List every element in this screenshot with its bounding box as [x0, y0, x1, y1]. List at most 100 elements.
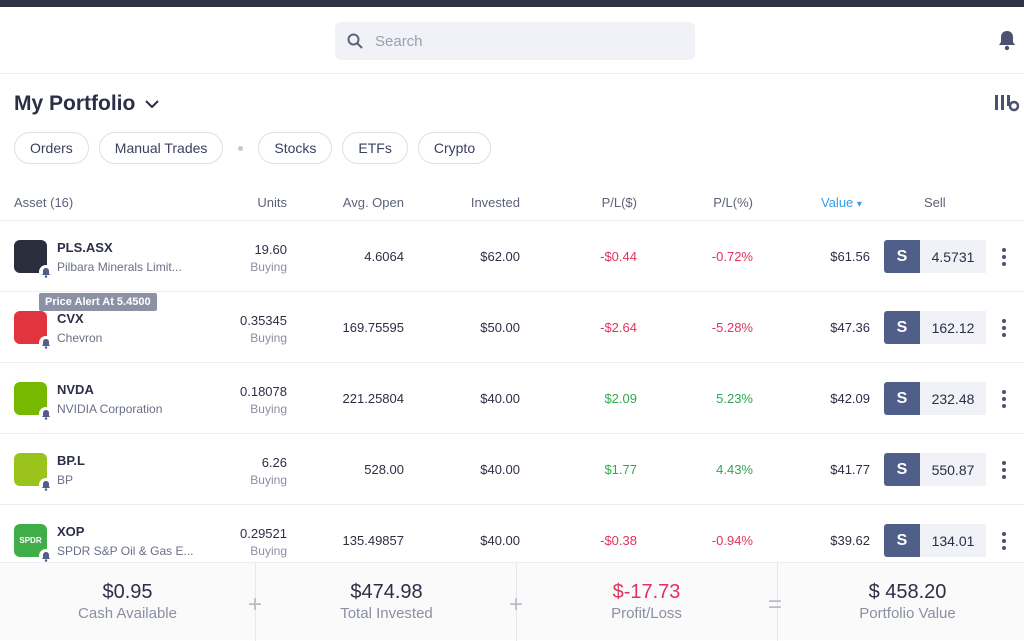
asset-symbol[interactable]: PLS.ASX: [57, 240, 113, 255]
table-row[interactable]: NVDA NVIDIA Corporation 0.18078 Buying 2…: [0, 363, 1024, 434]
col-avg-open[interactable]: Avg. Open: [342, 195, 404, 210]
status: Buying: [250, 402, 287, 416]
table-header: Asset (16) Units Avg. Open Invested P/L(…: [0, 188, 1024, 221]
asset-name: BP: [57, 473, 74, 487]
plus-icon: +: [248, 591, 263, 618]
pl-usd: -$0.38: [600, 533, 637, 548]
column-settings-icon[interactable]: [994, 93, 1020, 113]
pl-usd: $2.09: [604, 391, 637, 406]
value: $41.77: [830, 462, 870, 477]
units: 0.29521: [240, 526, 287, 541]
sell-button[interactable]: S: [884, 311, 920, 344]
asset-name: Chevron: [57, 331, 103, 345]
page-title: My Portfolio: [14, 92, 136, 115]
sell-price[interactable]: 232.48: [920, 382, 986, 415]
units: 6.26: [261, 455, 287, 470]
col-units[interactable]: Units: [257, 195, 287, 210]
more-options-icon[interactable]: [998, 388, 1010, 410]
profit-loss: $-17.73 Profit/Loss: [519, 563, 774, 641]
col-value[interactable]: Value ▾: [821, 195, 862, 210]
invested: $62.00: [480, 249, 520, 264]
portfolio-selector[interactable]: My Portfolio: [14, 92, 160, 116]
asset-symbol[interactable]: XOP: [57, 524, 85, 539]
invested-label: Total Invested: [340, 605, 433, 622]
pl-usd: $1.77: [604, 462, 637, 477]
asset-symbol[interactable]: NVDA: [57, 382, 94, 397]
cash-available: $0.95 Cash Available: [0, 563, 255, 641]
notifications-bell-icon[interactable]: [997, 29, 1017, 51]
asset-symbol[interactable]: BP.L: [57, 453, 85, 468]
sell-price[interactable]: 134.01: [920, 524, 986, 557]
divider: [516, 563, 517, 641]
price-alert-bell-icon[interactable]: [39, 265, 53, 279]
asset-name: Pilbara Minerals Limit...: [57, 260, 182, 274]
sell-button[interactable]: S: [884, 382, 920, 415]
filter-manual-trades[interactable]: Manual Trades: [98, 132, 224, 164]
sell-button[interactable]: S: [884, 524, 920, 557]
separator-dot: [238, 145, 244, 151]
asset-name: NVIDIA Corporation: [57, 402, 163, 416]
col-asset[interactable]: Asset (16): [14, 195, 74, 210]
sell-price[interactable]: 4.5731: [920, 240, 986, 273]
plus-icon: +: [509, 591, 524, 618]
pl-pct: 5.23%: [716, 391, 753, 406]
value: $39.62: [830, 533, 870, 548]
value: $61.56: [830, 249, 870, 264]
table-row[interactable]: PLS.ASX Pilbara Minerals Limit... 19.60 …: [0, 221, 1024, 292]
filter-crypto[interactable]: Crypto: [417, 132, 492, 164]
col-invested[interactable]: Invested: [470, 195, 520, 210]
pl-pct: -5.28%: [711, 320, 753, 335]
price-alert-bell-icon[interactable]: [39, 549, 53, 563]
avg-open: 169.75595: [342, 320, 404, 335]
search-box[interactable]: [335, 22, 695, 60]
filter-stocks[interactable]: Stocks: [258, 132, 333, 164]
portfolio-value-amount: $ 458.20: [868, 581, 947, 603]
avg-open: 528.00: [364, 462, 404, 477]
chevron-down-icon: [145, 99, 160, 108]
asset-symbol[interactable]: CVX: [57, 311, 84, 326]
pl-pct: 4.43%: [716, 462, 753, 477]
sell-button[interactable]: S: [884, 240, 920, 273]
units: 0.35345: [240, 313, 287, 328]
divider: [777, 563, 778, 641]
price-alert-tooltip: Price Alert At 5.4500: [39, 293, 157, 311]
more-options-icon[interactable]: [998, 317, 1010, 339]
equals-icon: =: [768, 591, 783, 618]
filter-bar: Orders Manual Trades Stocks ETFs Crypto: [14, 132, 492, 164]
price-alert-bell-icon[interactable]: [39, 478, 53, 492]
total-invested: $474.98 Total Invested: [259, 563, 514, 641]
col-sell: Sell: [924, 195, 946, 210]
status: Buying: [250, 544, 287, 558]
filter-etfs[interactable]: ETFs: [342, 132, 408, 164]
pl-usd: -$2.64: [600, 320, 637, 335]
more-options-icon[interactable]: [998, 459, 1010, 481]
invested-value: $474.98: [350, 581, 423, 603]
col-pl-usd[interactable]: P/L($): [601, 195, 637, 210]
value: $47.36: [830, 320, 870, 335]
search-input[interactable]: [375, 32, 675, 50]
price-alert-bell-icon[interactable]: [39, 336, 53, 350]
col-pl-pct[interactable]: P/L(%): [713, 195, 753, 210]
more-options-icon[interactable]: [998, 246, 1010, 268]
avg-open: 135.49857: [342, 533, 404, 548]
pl-pct: -0.72%: [711, 249, 753, 264]
sell-price[interactable]: 162.12: [920, 311, 986, 344]
top-bar: [0, 0, 1024, 7]
price-alert-bell-icon[interactable]: [39, 407, 53, 421]
table-row[interactable]: BP.L BP 6.26 Buying 528.00 $40.00 $1.77 …: [0, 434, 1024, 505]
pl-value: $-17.73: [612, 581, 681, 603]
pl-usd: -$0.44: [600, 249, 637, 264]
header: [0, 7, 1024, 74]
sell-price[interactable]: 550.87: [920, 453, 986, 486]
sell-button[interactable]: S: [884, 453, 920, 486]
pl-label: Profit/Loss: [611, 605, 682, 622]
sort-desc-icon: ▾: [856, 199, 862, 210]
col-value-label: Value: [821, 195, 854, 210]
divider: [255, 563, 256, 641]
status: Buying: [250, 473, 287, 487]
table-row[interactable]: CVX Chevron 0.35345 Buying 169.75595 $50…: [0, 292, 1024, 363]
more-options-icon[interactable]: [998, 530, 1010, 552]
status: Buying: [250, 331, 287, 345]
filter-orders[interactable]: Orders: [14, 132, 89, 164]
invested: $40.00: [480, 391, 520, 406]
